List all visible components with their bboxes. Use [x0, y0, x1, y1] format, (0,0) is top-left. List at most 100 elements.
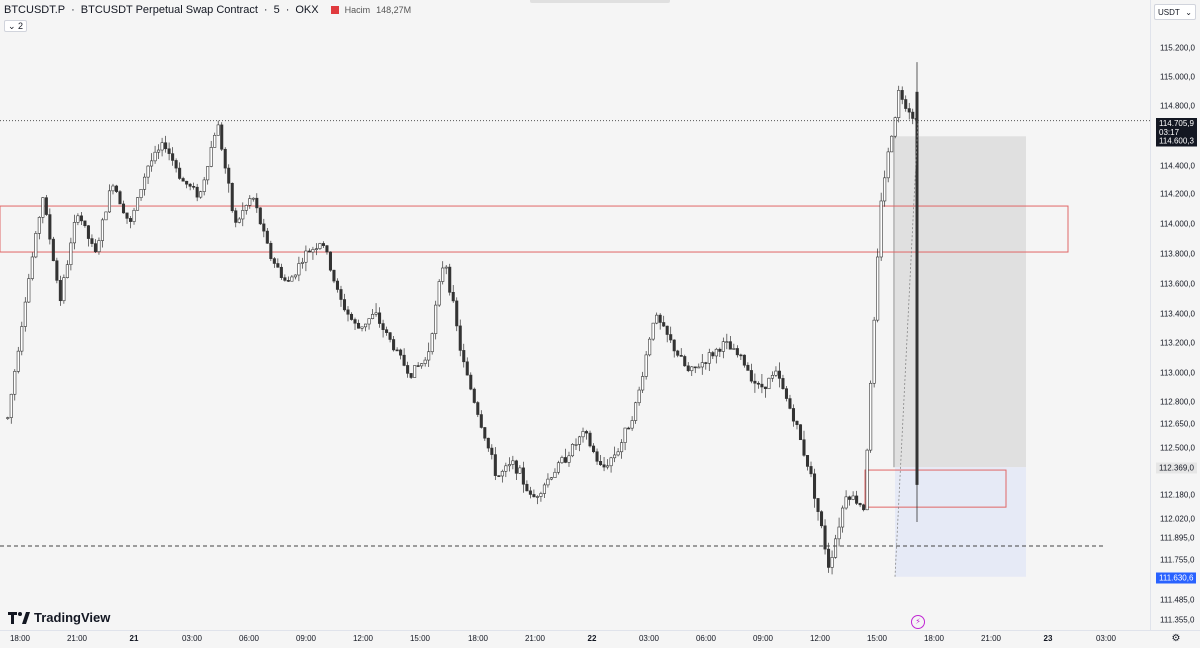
candle-body	[514, 460, 518, 474]
lightning-icon[interactable]: ⚡	[911, 615, 925, 629]
candle-body	[34, 233, 38, 258]
candle-body	[707, 352, 711, 364]
candle-body	[65, 264, 69, 278]
candle-body	[111, 185, 115, 192]
candle-body	[609, 457, 613, 467]
candle-body	[444, 266, 448, 269]
candle-body	[181, 178, 185, 182]
candle-body	[118, 191, 122, 205]
gear-icon[interactable]: ⚙	[1171, 633, 1181, 644]
candle-body	[416, 365, 420, 367]
candle-body	[915, 91, 919, 485]
candle-body	[335, 280, 340, 290]
candle-body	[206, 166, 210, 181]
candle-body	[318, 243, 322, 249]
candle-body	[420, 363, 424, 367]
candle-body	[606, 465, 610, 468]
candle-body	[76, 215, 80, 223]
candle-body	[325, 245, 329, 253]
currency-selector[interactable]: USDT ⌄	[1154, 4, 1196, 20]
timeframe-label[interactable]: 5	[273, 4, 280, 16]
candle-body	[234, 210, 238, 223]
tradingview-logo[interactable]: TradingView	[8, 610, 110, 625]
candle-body	[809, 466, 813, 475]
candle-body	[507, 464, 511, 467]
candle-body	[911, 111, 915, 119]
price-tick-label: 112.180,0	[1160, 490, 1195, 500]
candle-body	[574, 444, 578, 446]
symbol-description: BTCUSDT Perpetual Swap Contract	[80, 4, 258, 16]
candle-body	[676, 350, 680, 356]
candle-body	[16, 350, 20, 372]
candle-body	[883, 177, 887, 202]
candle-body	[570, 444, 575, 457]
candle-body	[872, 319, 876, 384]
candle-body	[458, 325, 462, 351]
candle-body	[770, 375, 774, 379]
candle-body	[441, 267, 445, 282]
current-price-badge: 114.705,9 03:17	[1156, 118, 1197, 138]
candle-body	[634, 402, 638, 421]
candle-body	[188, 183, 192, 187]
candle-body	[830, 557, 834, 568]
collapse-indicators-button[interactable]: ⌄ 2	[4, 20, 28, 32]
candle-body	[532, 494, 536, 498]
red-flag-icon[interactable]	[330, 6, 339, 14]
candle-body	[6, 417, 10, 419]
price-tick-label: 113.400,0	[1160, 309, 1195, 319]
candle-body	[732, 348, 736, 350]
price-plot[interactable]	[0, 0, 1150, 630]
candle-body	[93, 243, 97, 253]
price-tick-label: 115.000,0	[1160, 72, 1195, 82]
candle-body	[904, 99, 908, 109]
price-tick-label: 112.800,0	[1160, 397, 1195, 407]
stop-price-badge: 111.630,6	[1156, 572, 1197, 584]
price-axis[interactable]	[1150, 0, 1200, 630]
candle-body	[500, 470, 504, 477]
resistance-zone	[0, 205, 1069, 253]
candle-body	[841, 507, 845, 528]
top-drag-handle[interactable]	[530, 0, 670, 3]
candle-body	[616, 451, 620, 456]
candle-body	[409, 373, 413, 378]
symbol-legend[interactable]: BTCUSDT.P · BTCUSDT Perpetual Swap Contr…	[4, 4, 411, 16]
candle-body	[276, 263, 280, 268]
candle-body	[658, 314, 662, 323]
candle-body	[483, 427, 487, 439]
candle-body	[812, 473, 817, 499]
candle-body	[749, 370, 753, 382]
candle-body	[192, 185, 196, 188]
candle-body	[820, 511, 824, 527]
candle-body	[413, 365, 417, 378]
price-tick-label: 114.400,0	[1160, 161, 1195, 171]
candle-body	[700, 362, 704, 368]
candle-body	[469, 374, 473, 390]
candle-body	[879, 200, 883, 258]
candle-body	[556, 462, 560, 473]
candle-body	[690, 366, 694, 372]
candle-body	[788, 398, 792, 409]
candle-body	[448, 266, 452, 293]
candle-body	[164, 142, 168, 150]
candle-body	[353, 319, 357, 324]
symbol-name[interactable]: BTCUSDT.P	[4, 4, 66, 16]
candle-body	[753, 380, 757, 384]
price-tick-label: 112.500,0	[1160, 443, 1195, 453]
candle-body	[595, 451, 599, 462]
candle-body	[602, 464, 606, 468]
candle-body	[599, 461, 603, 466]
candle-body	[248, 198, 252, 206]
time-tick-label: 21:00	[980, 634, 1002, 643]
time-tick-label: 18:00	[9, 634, 31, 643]
time-tick-label: 22	[587, 634, 597, 643]
candle-body	[23, 301, 27, 327]
candle-body	[525, 483, 529, 492]
candle-body	[339, 289, 343, 300]
time-axis[interactable]	[0, 630, 1200, 648]
target-zone	[895, 136, 1026, 468]
candle-body	[897, 90, 901, 118]
candle-body	[262, 223, 266, 232]
candle-body	[79, 215, 83, 222]
candle-body	[648, 338, 652, 356]
